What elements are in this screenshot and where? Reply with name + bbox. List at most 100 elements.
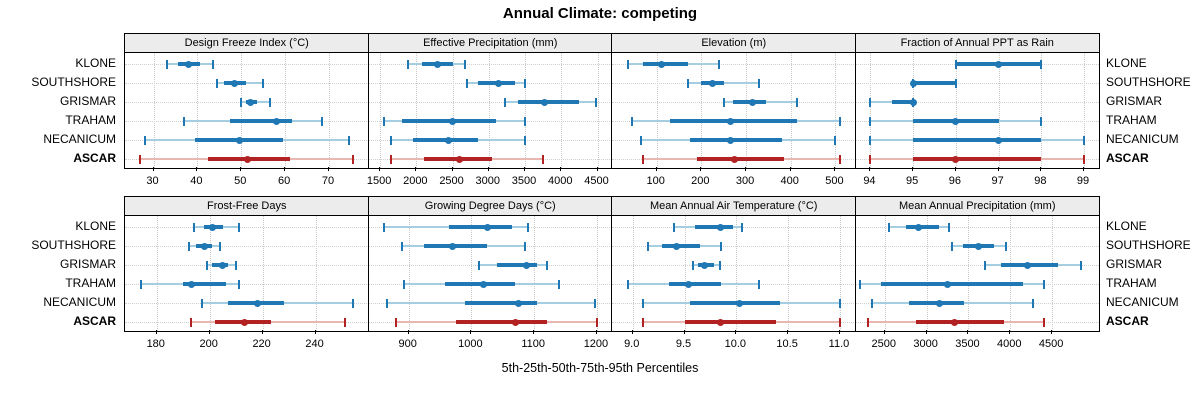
median-dot (449, 117, 457, 125)
axis-tick-label: 30 (146, 175, 159, 187)
axis-tick-label: 100 (646, 175, 665, 187)
whisker-cap-right (545, 260, 548, 270)
percentile-range-25-75 (445, 282, 516, 286)
gridline-vertical (262, 216, 264, 331)
whisker-cap-right (758, 279, 761, 289)
gridline-vertical (209, 216, 211, 331)
gridline-vertical (835, 53, 837, 168)
axis-tick-label: 300 (735, 175, 755, 187)
axis-tick (487, 167, 489, 171)
gridline-vertical (1052, 216, 1054, 331)
axis-tick-label: 2000 (403, 175, 428, 187)
median-dot (541, 98, 549, 106)
whisker-cap-right (718, 260, 721, 270)
gridline-vertical (968, 216, 970, 331)
median-dot (672, 242, 680, 250)
strip-title: Elevation (m) (701, 37, 767, 49)
whisker-cap-left (407, 59, 410, 69)
whisker-cap-left (139, 279, 142, 289)
axis-tick-label: 3500 (955, 338, 980, 350)
gridline-vertical (656, 53, 658, 168)
median-dot (914, 223, 922, 231)
site-label-right-traham: TRAHAM (1106, 276, 1157, 290)
gridline-vertical (632, 216, 634, 331)
median-dot (700, 261, 708, 269)
axis-tick (155, 330, 157, 334)
axis-tick-label: 500 (825, 175, 844, 187)
panel-divider (611, 34, 612, 168)
gridline-horizontal (125, 265, 369, 266)
whisker-cap-left (722, 97, 725, 107)
median-dot (685, 280, 693, 288)
whisker-cap-right (558, 279, 561, 289)
axis-tick (997, 167, 999, 171)
axis-tick (152, 167, 154, 171)
axis-tick-label: 200 (691, 175, 710, 187)
site-label-left-necanicum: NECANICUM (43, 132, 116, 146)
strip-title: Frost-Free Days (207, 200, 287, 212)
axis-tick (787, 330, 789, 334)
median-dot (944, 280, 952, 288)
axis-tick (912, 167, 914, 171)
median-dot (935, 299, 943, 307)
gridline-horizontal (612, 64, 856, 65)
gridline-vertical (488, 53, 490, 168)
percentile-range-25-75 (517, 100, 580, 104)
gridline-horizontal (855, 227, 1099, 228)
whisker-cap-right (1040, 59, 1043, 69)
site-label-right-southshore: SOUTHSHORE (1106, 75, 1191, 89)
gridline-vertical (955, 53, 957, 168)
gridline-horizontal (125, 284, 369, 285)
gridline-vertical (684, 216, 686, 331)
whisker-cap-left (631, 116, 634, 126)
panel-divider (855, 197, 856, 331)
whisker-cap-right (834, 135, 837, 145)
axis-tick (789, 167, 791, 171)
site-label-left-ascar: ASCAR (73, 151, 116, 165)
whisker-cap-left (382, 222, 385, 232)
median-dot (735, 299, 743, 307)
axis-tick-label: 9.0 (624, 338, 640, 350)
median-dot (495, 79, 503, 87)
axis-tick (415, 167, 417, 171)
whisker-cap-right (542, 154, 545, 164)
axis-tick (208, 330, 210, 334)
gridline-vertical (156, 216, 158, 331)
median-dot (522, 261, 530, 269)
gridline-vertical (790, 53, 792, 168)
axis-tick (1083, 167, 1085, 171)
axis-tick-label: 1100 (521, 338, 545, 350)
site-label-right-southshore: SOUTHSHORE (1106, 238, 1191, 252)
whisker-cap-right (595, 97, 598, 107)
axis-tick (240, 167, 242, 171)
median-dot (995, 136, 1003, 144)
whisker-cap-left (477, 260, 480, 270)
gridline-vertical (525, 53, 527, 168)
axis-tick-label: 11.0 (828, 338, 850, 350)
median-dot (235, 136, 243, 144)
gridline-vertical (329, 53, 330, 168)
whisker-cap-right (463, 59, 466, 69)
axis-tick (954, 167, 956, 171)
axis-tick (196, 167, 198, 171)
whisker-cap-right (954, 78, 957, 88)
axis-tick-label: 1200 (583, 338, 609, 350)
gridline-horizontal (855, 265, 1099, 266)
axis-tick-label: 1500 (366, 175, 392, 187)
site-label-left-grismar: GRISMAR (59, 257, 116, 271)
median-dot (244, 155, 252, 163)
median-dot (483, 223, 491, 231)
axis-tick-label: 10.0 (724, 338, 747, 350)
percentile-range-25-75 (496, 263, 538, 267)
median-dot (445, 136, 453, 144)
axis-tick-label: 94 (863, 175, 876, 187)
median-dot (200, 242, 208, 250)
axis-tick (883, 330, 885, 334)
gridline-vertical (241, 53, 243, 168)
whisker-cap-right (1042, 279, 1045, 289)
axis-tick (745, 167, 747, 171)
gridline-vertical (1084, 53, 1086, 168)
site-label-left-traham: TRAHAM (65, 113, 116, 127)
gridline-vertical (380, 53, 382, 168)
percentile-range-5-95 (687, 82, 760, 84)
